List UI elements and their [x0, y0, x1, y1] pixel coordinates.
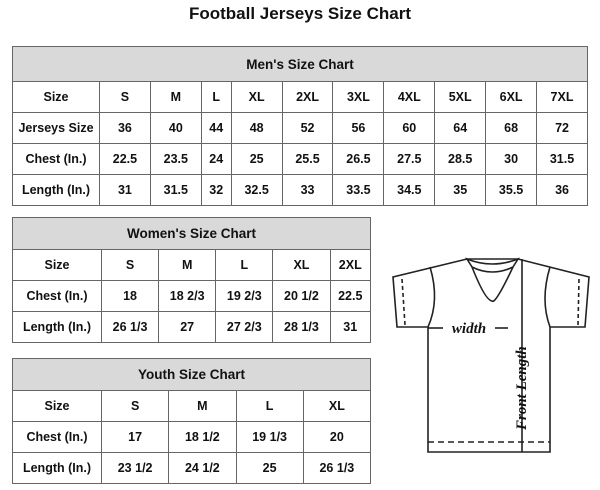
table-cell: L: [200, 81, 232, 113]
table-row: Size S M L XL 2XL 3XL 4XL 5XL 6XL 7XL: [12, 81, 588, 113]
table-cell: 24: [200, 143, 232, 175]
table-cell: 72: [536, 112, 588, 144]
table-cell: 2XL: [329, 249, 371, 281]
table-cell: 31.5: [536, 143, 588, 175]
table-cell: 7XL: [536, 81, 588, 113]
table-cell: 32.5: [230, 174, 283, 206]
table-row: Jerseys Size 36 40 44 48 52 56 60 64 68 72: [12, 112, 588, 144]
table-row: Length (In.) 31 31.5 32 32.5 33 33.5 34.5 35 35.5…: [12, 174, 588, 206]
table-cell: S: [99, 81, 151, 113]
women-caption: Women's Size Chart: [12, 217, 371, 250]
table-cell: 2XL: [281, 81, 334, 113]
row-label: Jerseys Size: [12, 112, 100, 144]
table-cell: 35.5: [485, 174, 538, 206]
table-row: Length (In.) 23 1/2 24 1/2 25 26 1/3: [12, 452, 372, 484]
table-cell: 32: [200, 174, 232, 206]
table-row: Length (In.) 26 1/3 27 27 2/3 28 1/3 31: [12, 311, 371, 343]
table-cell: 24 1/2: [168, 452, 237, 484]
row-label: Size: [12, 390, 102, 422]
row-label: Chest (In.): [12, 280, 102, 312]
table-cell: 26.5: [332, 143, 385, 175]
table-cell: 36: [536, 174, 588, 206]
table-cell: XL: [272, 249, 331, 281]
table-cell: 27 2/3: [215, 311, 274, 343]
table-cell: M: [149, 81, 202, 113]
table-cell: 25.5: [281, 143, 334, 175]
table-cell: 48: [230, 112, 283, 144]
row-label: Length (In.): [12, 452, 102, 484]
table-cell: L: [235, 390, 304, 422]
table-cell: M: [158, 249, 217, 281]
row-label: Size: [12, 81, 100, 113]
table-cell: 64: [434, 112, 487, 144]
table-cell: XL: [302, 390, 372, 422]
width-label: width: [452, 321, 486, 337]
table-cell: 18: [100, 280, 160, 312]
table-cell: 33.5: [332, 174, 385, 206]
table-cell: 36: [99, 112, 151, 144]
table-cell: 23 1/2: [100, 452, 170, 484]
table-cell: L: [215, 249, 274, 281]
table-cell: 33: [281, 174, 334, 206]
table-cell: 19 1/3: [235, 421, 304, 453]
table-cell: 44: [200, 112, 232, 144]
table-cell: S: [100, 390, 170, 422]
table-row: Chest (In.) 22.5 23.5 24 25 25.5 26.5 27.5 28.5 3…: [12, 143, 588, 175]
table-cell: 35: [434, 174, 487, 206]
table-cell: 31: [329, 311, 371, 343]
table-cell: 31.5: [149, 174, 202, 206]
table-cell: XL: [230, 81, 283, 113]
table-row: Size S M L XL 2XL: [12, 249, 371, 281]
table-cell: 68: [485, 112, 538, 144]
table-cell: 17: [100, 421, 170, 453]
row-label: Size: [12, 249, 102, 281]
table-cell: 23.5: [149, 143, 202, 175]
table-cell: 22.5: [329, 280, 371, 312]
table-cell: 20: [302, 421, 372, 453]
table-cell: 6XL: [485, 81, 538, 113]
table-cell: 28 1/3: [272, 311, 331, 343]
table-cell: 28.5: [434, 143, 487, 175]
womens-size-table: Women's Size Chart Size S M L XL 2XL Chest (In.…: [12, 217, 371, 343]
table-cell: 25: [235, 452, 304, 484]
table-row: Size S M L XL: [12, 390, 372, 422]
table-cell: 18 2/3: [158, 280, 217, 312]
youth-caption: Youth Size Chart: [12, 358, 371, 391]
table-cell: 60: [383, 112, 436, 144]
table-cell: 52: [281, 112, 334, 144]
table-cell: 31: [99, 174, 151, 206]
row-label: Chest (In.): [12, 143, 100, 175]
table-cell: 34.5: [383, 174, 436, 206]
table-cell: S: [100, 249, 160, 281]
jersey-measurement-diagram: width Front Length: [392, 257, 590, 453]
table-cell: 5XL: [434, 81, 487, 113]
table-row: Chest (In.) 18 18 2/3 19 2/3 20 1/2 22.5: [12, 280, 371, 312]
table-cell: 27: [158, 311, 217, 343]
front-length-label: Front Length: [514, 346, 530, 431]
row-label: Chest (In.): [12, 421, 102, 453]
row-label: Length (In.): [12, 311, 102, 343]
mens-size-table: Men's Size Chart Size S M L XL 2XL 3XL 4XL 5XL 6XL…: [12, 46, 588, 206]
table-cell: 20 1/2: [272, 280, 331, 312]
table-cell: 22.5: [99, 143, 151, 175]
table-cell: 3XL: [332, 81, 385, 113]
table-cell: 26 1/3: [302, 452, 372, 484]
table-cell: 30: [485, 143, 538, 175]
table-row: Chest (In.) 17 18 1/2 19 1/3 20: [12, 421, 372, 453]
youth-size-table: Youth Size Chart Size S M L XL Chest (In.) 17 18…: [12, 358, 372, 484]
table-cell: 25: [230, 143, 283, 175]
table-cell: 56: [332, 112, 385, 144]
row-label: Length (In.): [12, 174, 100, 206]
table-cell: 27.5: [383, 143, 436, 175]
table-cell: 40: [149, 112, 202, 144]
men-caption: Men's Size Chart: [12, 46, 588, 82]
page-title: Football Jerseys Size Chart: [188, 4, 412, 23]
table-cell: 26 1/3: [100, 311, 160, 343]
table-cell: 19 2/3: [215, 280, 274, 312]
table-cell: 18 1/2: [168, 421, 237, 453]
table-cell: M: [168, 390, 237, 422]
table-cell: 4XL: [383, 81, 436, 113]
